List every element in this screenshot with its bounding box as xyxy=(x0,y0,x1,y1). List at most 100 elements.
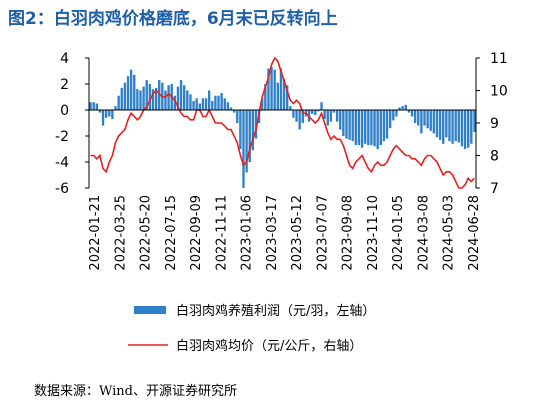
profit-bar xyxy=(186,90,189,110)
profit-bar xyxy=(426,110,429,129)
right-axis-tick-label: 11 xyxy=(490,51,508,67)
profit-bar xyxy=(261,98,264,110)
profit-bar xyxy=(179,80,183,110)
price-series-line xyxy=(90,56,475,189)
x-axis-tick-label: 2023-05-12 xyxy=(290,195,305,271)
profit-bar xyxy=(385,110,389,139)
x-axis-tick-label: 2022-03-25 xyxy=(113,195,128,271)
right-axis-tick-label: 7 xyxy=(490,181,499,197)
profit-bar xyxy=(326,110,329,126)
profit-bar xyxy=(467,110,470,148)
profit-bar xyxy=(376,110,379,149)
profit-bar xyxy=(332,110,336,113)
x-axis-tick-label: 2023-09-08 xyxy=(341,195,356,271)
x-axis-tick-label: 2024-06-28 xyxy=(467,195,482,271)
legend-line-label: 白羽肉鸡均价（元/公斤，右轴） xyxy=(176,338,362,354)
profit-bar xyxy=(204,98,208,110)
profit-bar xyxy=(292,110,295,118)
profit-bar xyxy=(404,104,407,110)
profit-bar xyxy=(136,89,139,110)
profit-bar xyxy=(420,110,423,134)
legend-bar-swatch xyxy=(134,306,166,314)
profit-bar xyxy=(217,95,220,110)
profit-bar xyxy=(270,67,273,110)
profit-bar xyxy=(323,110,326,120)
x-axis-tick-label: 2023-03-17 xyxy=(265,195,280,271)
source-note: 数据来源：Wind、开源证券研究所 xyxy=(34,384,237,399)
profit-bar xyxy=(392,110,395,121)
profit-bar xyxy=(398,107,401,110)
profit-bar xyxy=(195,98,198,110)
profit-bar xyxy=(354,110,358,146)
profit-bar xyxy=(120,87,123,110)
profit-bar xyxy=(470,110,473,144)
profit-bar xyxy=(248,110,251,162)
profit-bar xyxy=(251,110,255,151)
left-axis-tick-label: 2 xyxy=(60,77,69,93)
profit-bar xyxy=(236,110,239,123)
profit-bar xyxy=(245,110,248,173)
x-axis-tick-label: 2024-01-05 xyxy=(391,195,406,271)
profit-bar xyxy=(417,110,420,126)
profit-bar xyxy=(345,110,348,139)
profit-bar xyxy=(279,68,283,110)
x-axis-tick-label: 2024-03-08 xyxy=(417,195,432,271)
profit-bar xyxy=(139,90,142,110)
profit-bar xyxy=(335,110,339,122)
profit-bar xyxy=(339,110,342,130)
profit-bar xyxy=(126,76,130,110)
profit-bar xyxy=(154,87,158,110)
profit-bar xyxy=(151,89,155,110)
x-axis-tick-label: 2022-11-11 xyxy=(214,195,229,271)
profit-bar xyxy=(401,106,404,110)
profit-bar xyxy=(98,110,102,113)
profit-bar xyxy=(314,110,317,116)
legend-bar-label: 白羽肉鸡养殖利润（元/羽，左轴） xyxy=(176,303,375,319)
x-axis-tick-label: 2024-05-03 xyxy=(442,195,457,271)
right-axis-tick-label: 9 xyxy=(490,116,499,132)
profit-bar xyxy=(223,98,226,110)
profit-bar xyxy=(370,110,373,146)
x-axis-tick-labels: 2022-01-21 2022-03-25 2022-05-20 2022-07-15… xyxy=(88,195,482,271)
left-axis-tick-label: -6 xyxy=(55,181,69,197)
profit-bar xyxy=(285,85,289,110)
profit-bar xyxy=(463,110,467,149)
x-axis-tick-label: 2023-07-07 xyxy=(315,195,330,271)
profit-bar xyxy=(164,90,167,110)
profit-bar xyxy=(114,106,117,110)
profit-bar xyxy=(373,110,376,147)
profit-bar xyxy=(211,100,214,110)
profit-bar xyxy=(173,95,177,110)
profit-bar xyxy=(242,110,245,188)
profit-bar xyxy=(320,102,323,110)
profit-bar xyxy=(364,110,367,144)
profit-bar xyxy=(457,110,461,143)
profit-bar xyxy=(410,110,414,117)
profit-bar xyxy=(423,110,426,126)
profit-bar xyxy=(448,110,451,142)
legend: 白羽肉鸡养殖利润（元/羽，左轴） 白羽肉鸡均价（元/公斤，右轴） xyxy=(128,303,375,354)
profit-bar xyxy=(388,110,392,129)
profit-bar xyxy=(348,110,351,140)
profit-bar xyxy=(232,110,236,113)
profit-bar xyxy=(207,90,211,110)
profit-bar xyxy=(254,110,258,139)
profit-bar xyxy=(198,103,201,110)
profit-bar xyxy=(395,110,398,117)
profit-bar xyxy=(407,110,411,113)
profit-bar xyxy=(432,110,436,134)
profit-bar xyxy=(360,110,364,148)
profit-bar xyxy=(229,107,233,110)
left-axis-tick-label: 0 xyxy=(60,103,69,119)
profit-bar xyxy=(145,80,148,110)
chart-title: 图2：白羽肉鸡价格磨底，6月末已反转向上 xyxy=(8,9,338,29)
profit-bar xyxy=(282,78,286,110)
profit-bar xyxy=(273,69,276,110)
x-axis-tick-label: 2022-01-21 xyxy=(88,195,103,271)
profit-bar xyxy=(357,110,361,146)
profit-bar xyxy=(95,103,98,110)
profit-bar xyxy=(295,110,298,122)
profit-bar xyxy=(158,80,161,110)
profit-bar xyxy=(117,95,120,110)
profit-bar xyxy=(267,68,270,110)
